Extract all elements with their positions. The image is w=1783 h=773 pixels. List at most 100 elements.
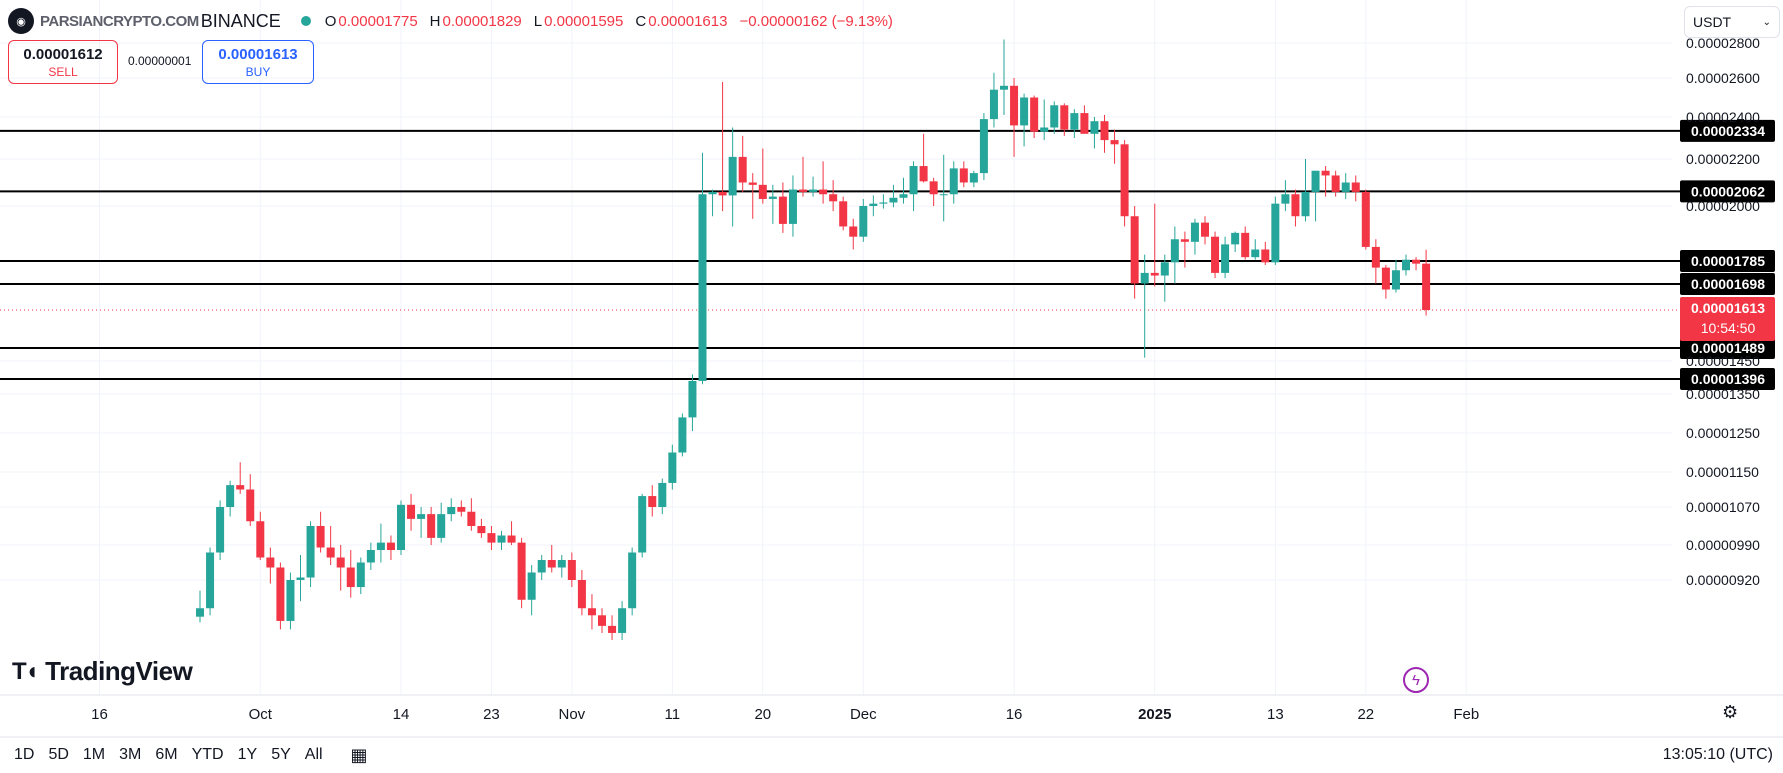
candle-body — [1020, 97, 1029, 126]
candle-body — [276, 567, 285, 621]
price-axis[interactable]: 0.00002800 0.00002600 0.00002400 0.00002200… — [1686, 35, 1760, 588]
horizontal-levels[interactable]: 0.00002334 0.00002062 0.00001785 0.00001698… — [0, 119, 1775, 390]
flash-icon[interactable]: ϟ — [1403, 667, 1429, 693]
range-button-1m[interactable]: 1M — [82, 746, 106, 763]
level-price-label: 0.00001396 — [1691, 371, 1765, 387]
candle-body — [1000, 85, 1008, 90]
candle-body — [608, 625, 617, 633]
range-button-1y[interactable]: 1Y — [237, 746, 258, 763]
candle-body — [427, 514, 436, 538]
candle-body — [346, 567, 355, 588]
buy-button[interactable]: 0.00001613 BUY — [202, 40, 314, 84]
candle-body — [527, 572, 536, 600]
level-tag[interactable] — [1680, 273, 1775, 295]
tradingview-logo[interactable]: T◖ TradingView — [12, 656, 193, 687]
candle-body — [728, 156, 737, 196]
candle-body — [658, 482, 667, 507]
candle-body — [859, 206, 868, 237]
candle-body — [1150, 272, 1159, 276]
range-button-6m[interactable]: 6M — [155, 746, 178, 763]
candle-body — [587, 608, 596, 616]
low-value: 0.00001595 — [544, 12, 624, 30]
candle-body — [969, 173, 978, 183]
level-tag[interactable] — [1680, 250, 1775, 272]
range-button-5d[interactable]: 5D — [48, 746, 69, 763]
candle-body — [1050, 105, 1059, 128]
level-price-label: 0.00001489 — [1691, 340, 1765, 356]
high-label: H — [429, 12, 441, 30]
candle-body — [1291, 194, 1300, 217]
range-button-5y[interactable]: 5Y — [271, 746, 291, 763]
candle-body — [296, 577, 305, 580]
candle-body — [1241, 232, 1250, 258]
candle-body — [1261, 249, 1270, 263]
chevron-down-icon: ⌄ — [1762, 16, 1771, 28]
time-tick-label: 13 — [1267, 706, 1284, 723]
candle-body — [487, 533, 496, 543]
candle-body — [467, 511, 476, 526]
candle-body — [447, 507, 456, 515]
candle-body — [407, 504, 416, 519]
candle-body — [216, 507, 225, 553]
range-button-1d[interactable]: 1D — [14, 746, 35, 763]
price-tick-label: 0.00002400 — [1686, 109, 1760, 125]
level-tag[interactable] — [1680, 180, 1775, 203]
range-button-all[interactable]: All — [304, 746, 323, 763]
candle-body — [196, 608, 204, 617]
candle-body — [507, 535, 516, 543]
close-label: C — [635, 12, 647, 30]
price-tick-label: 0.00001070 — [1686, 499, 1760, 515]
time-tick-label: Oct — [249, 706, 273, 723]
candle-body — [919, 166, 928, 182]
utc-clock[interactable]: 13:05:10 (UTC) — [1662, 746, 1773, 763]
current-price-tag[interactable] — [1680, 297, 1775, 341]
time-tick-label: 14 — [393, 706, 410, 723]
candle-body — [688, 380, 697, 418]
range-buttons: 1D 5D 1M 3M 6M YTD 1Y 5Y All — [14, 746, 337, 764]
candle-body — [768, 196, 777, 199]
gear-icon[interactable]: ⚙ — [1722, 702, 1739, 722]
currency-select[interactable]: USDT ⌄ — [1684, 6, 1780, 38]
candle-body — [457, 507, 466, 512]
spread-value: 0.00000001 — [128, 54, 192, 68]
low-label: L — [533, 12, 543, 30]
time-axis[interactable]: 16 Oct 14 23 Nov 11 20 Dec 16 2025 13 22 Feb — [0, 694, 1783, 738]
price-tick-label: 0.00002600 — [1686, 70, 1760, 86]
candle-body — [1030, 97, 1039, 132]
candle-body — [869, 203, 878, 206]
candle-body — [1251, 249, 1260, 258]
candle-body — [718, 191, 727, 196]
candle-body — [989, 89, 998, 120]
candle-body — [1412, 259, 1421, 264]
currency-label: USDT — [1693, 14, 1732, 30]
range-button-ytd[interactable]: YTD — [191, 746, 224, 763]
candle-body — [537, 560, 546, 573]
level-tag[interactable] — [1680, 119, 1775, 142]
price-tick-label: 0.00002200 — [1686, 151, 1760, 167]
time-tick-label: 16 — [1006, 706, 1023, 723]
candle-body — [206, 552, 215, 609]
change-value: −0.00000162 (−9.13%) — [739, 12, 893, 30]
sell-button[interactable]: 0.00001612 SELL — [8, 40, 118, 84]
calendar-icon[interactable]: ▦ — [350, 744, 368, 765]
candle-body — [1170, 239, 1179, 263]
level-tag[interactable] — [1680, 337, 1775, 359]
candle-body — [386, 542, 395, 550]
level-tag[interactable] — [1680, 368, 1775, 390]
range-button-3m[interactable]: 3M — [119, 746, 142, 763]
candle-body — [256, 521, 265, 558]
candle-body — [1010, 85, 1019, 126]
time-tick-label: 22 — [1357, 706, 1374, 723]
candle-body — [226, 485, 235, 507]
candle-body — [1100, 121, 1109, 141]
candle-body — [819, 189, 828, 195]
candle-body — [899, 194, 908, 198]
price-tick-label: 0.00002000 — [1686, 198, 1760, 214]
candle-body — [748, 182, 757, 185]
candle-body — [1140, 272, 1149, 284]
candle-body — [628, 552, 637, 609]
candle-body — [849, 226, 858, 237]
candle-body — [1381, 267, 1390, 290]
candle-body — [1040, 127, 1049, 132]
